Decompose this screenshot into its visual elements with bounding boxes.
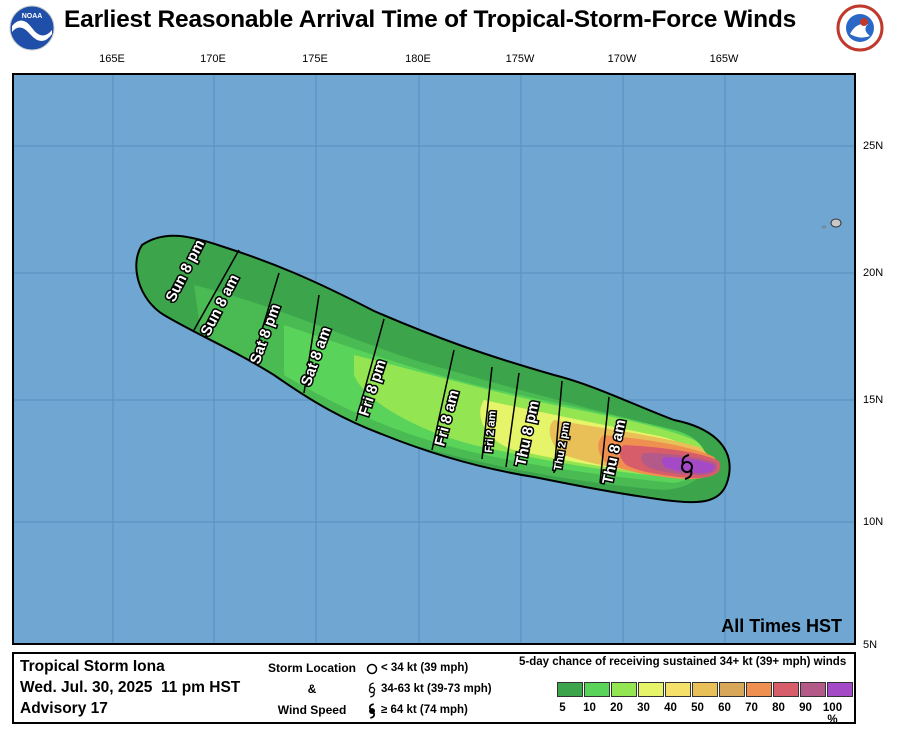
probability-title: 5-day chance of receiving sustained 34+ … [519,656,847,668]
hurricane-icon [369,702,375,719]
probability-color-scale [557,682,854,697]
map-canvas: Sun 8 pm Sun 8 am Sat 8 pm Sat 8 am Fri … [14,75,854,643]
lon-label: 165W [709,53,739,65]
time-label: Fri 2 am [483,410,499,453]
island [830,218,842,228]
storm-datetime: Wed. Jul. 30, 2025 11 pm HST [20,679,241,696]
storm-name: Tropical Storm Iona [20,658,165,675]
probability-swatch [719,682,745,697]
time-zone-note: All Times HST [721,616,842,636]
probability-swatch [638,682,664,697]
probability-swatch [746,682,772,697]
probability-tick: 60 [718,702,731,714]
lon-label: 175E [302,53,328,65]
probability-tick: 100 % [822,702,843,726]
lat-label: 15N [863,394,884,406]
storm-symbol-key: < 34 kt (39 mph) 34-63 kt (39-73 mph) ≥ … [366,658,492,721]
probability-swatch [557,682,583,697]
storm-advisory: Advisory 17 [20,700,108,717]
lon-label: 165E [99,53,125,65]
map-area: Sun 8 pm Sun 8 am Sat 8 pm Sat 8 am Fri … [12,73,856,645]
lat-label: 20N [863,267,884,279]
page-title: Earliest Reasonable Arrival Time of Trop… [64,6,797,33]
lon-label: 180E [405,53,431,65]
lat-label: 10N [863,516,884,528]
lat-label: 5N [863,639,878,651]
nws-logo-icon [836,4,884,52]
lat-label: 25N [863,140,884,152]
probability-swatch [611,682,637,697]
probability-swatch [665,682,691,697]
lon-label: 170W [607,53,637,65]
probability-swatch [800,682,826,697]
probability-ticks: 5 10 20 30 40 50 60 70 80 90 100 % [549,702,846,726]
lon-label: 170E [200,53,226,65]
probability-tick: 10 [583,702,596,714]
probability-tick: 80 [772,702,785,714]
probability-tick: 30 [637,702,650,714]
probability-tick: 50 [691,702,704,714]
probability-tick: 5 [559,702,566,714]
probability-swatch [692,682,718,697]
probability-swatch [773,682,799,697]
isochrone-lines [193,249,610,484]
legend-panel: Tropical Storm Iona Wed. Jul. 30, 2025 1… [12,652,856,726]
probability-swatch [827,682,853,697]
noaa-logo-icon: NOAA [9,5,55,51]
storm-info: Tropical Storm Iona Wed. Jul. 30, 2025 1… [20,656,240,719]
probability-tick: 40 [664,702,677,714]
storm-key-title: Storm Location & Wind Speed [267,661,356,717]
storm-symbol-icon [681,454,693,480]
probability-tick: 70 [745,702,758,714]
probability-swatch [584,682,610,697]
lon-label: 175W [505,53,535,65]
tropical-storm-icon [368,682,376,697]
probability-tick: 20 [610,702,623,714]
probability-tick: 90 [799,702,812,714]
svg-text:NOAA: NOAA [22,13,43,20]
open-circle-icon [366,663,378,674]
swath-outline [135,234,731,504]
